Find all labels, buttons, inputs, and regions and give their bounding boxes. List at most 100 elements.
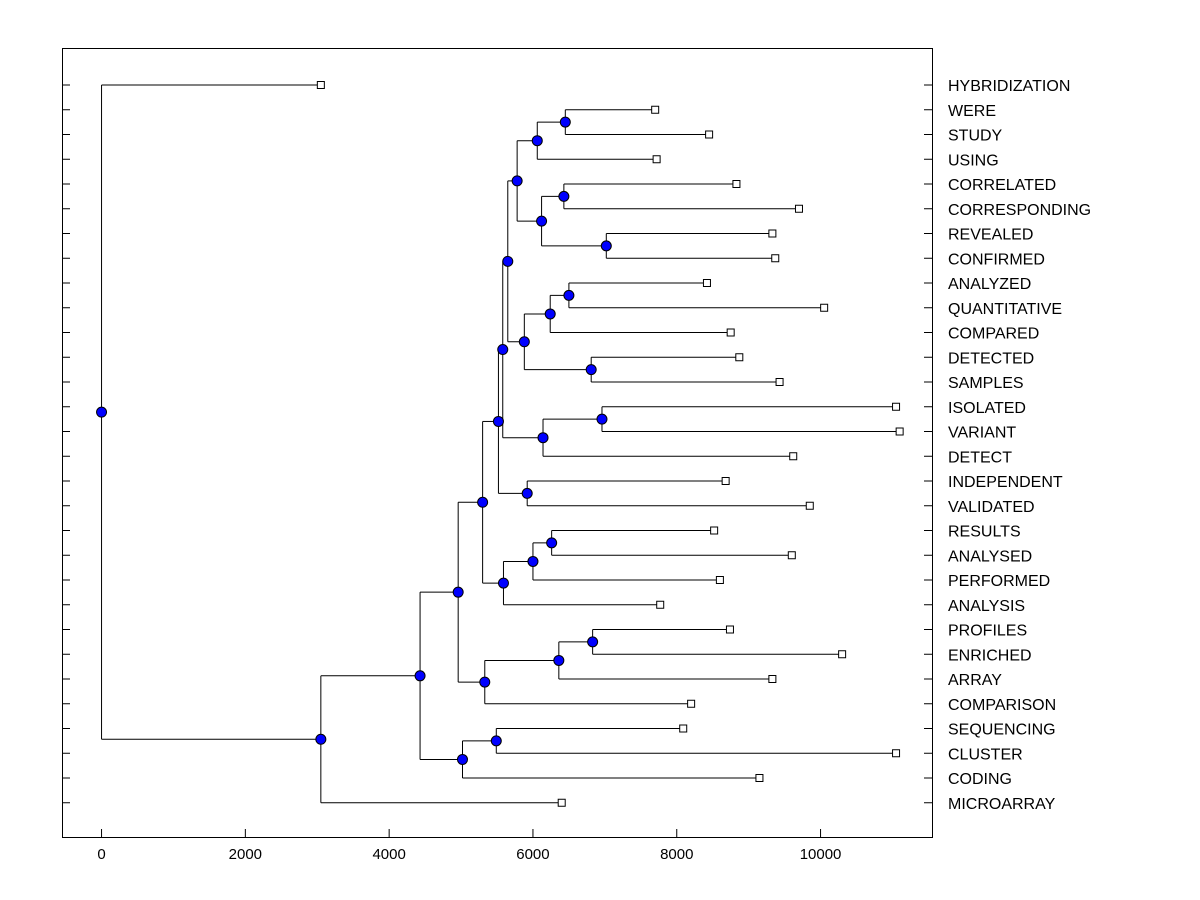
- leaf-label: CONFIRMED: [948, 251, 1045, 268]
- leaf-label: INDEPENDENT: [948, 474, 1063, 491]
- merge-node-root: [96, 406, 108, 418]
- merge-node-n9: [585, 364, 597, 376]
- leaf-label: WERE: [948, 103, 996, 120]
- merge-node-n17: [546, 537, 558, 549]
- merge-node-n26: [456, 753, 468, 765]
- leaf-label: ISOLATED: [948, 400, 1026, 417]
- leaf-marker-detected: [735, 353, 744, 362]
- leaf-marker-results: [710, 526, 719, 535]
- leaf-label: ANALYSIS: [948, 598, 1025, 615]
- leaf-label: ANALYSED: [948, 548, 1032, 565]
- leaf-label: VARIANT: [948, 425, 1016, 442]
- merge-node-n10: [518, 336, 530, 348]
- leaf-label: CLUSTER: [948, 746, 1023, 763]
- leaf-marker-correlated: [732, 180, 741, 188]
- merge-node-n12: [596, 413, 608, 425]
- x-tick-label: 2000: [229, 846, 262, 863]
- leaf-label: PERFORMED: [948, 573, 1050, 590]
- merge-node-n28: [315, 733, 327, 745]
- merge-node-n8: [544, 308, 556, 320]
- leaf-marker-performed: [715, 576, 724, 584]
- merge-node-n22: [553, 654, 565, 666]
- leaf-marker-cluster: [892, 749, 901, 758]
- leaf-marker-detect: [789, 452, 798, 461]
- leaf-marker-enriched: [838, 650, 847, 659]
- leaf-marker-revealed: [768, 229, 777, 238]
- leaf-marker-samples: [775, 378, 784, 386]
- merge-node-n3: [558, 190, 570, 202]
- merge-node-n11: [502, 255, 514, 267]
- merge-node-n19: [497, 577, 509, 589]
- x-tick-label: 4000: [372, 846, 405, 863]
- leaf-label: SAMPLES: [948, 375, 1024, 392]
- merge-node-n1: [559, 116, 571, 128]
- leaf-marker-variant: [895, 427, 904, 436]
- leaf-label: ARRAY: [948, 672, 1002, 689]
- leaf-marker-comparison: [687, 699, 696, 708]
- leaf-marker-coding: [755, 774, 764, 782]
- merge-node-n24: [452, 586, 464, 598]
- x-tick-label: 0: [97, 846, 105, 863]
- leaf-marker-analyzed: [702, 279, 711, 287]
- dendrogram-leaves: [316, 81, 904, 807]
- leaf-marker-study: [705, 130, 714, 139]
- leaf-label: COMPARED: [948, 326, 1039, 343]
- leaf-label: CODING: [948, 771, 1012, 788]
- merge-node-n14: [497, 344, 509, 356]
- x-tick-label: 10000: [800, 846, 842, 863]
- leaf-label: CORRESPONDING: [948, 202, 1091, 219]
- leaf-label: STUDY: [948, 128, 1003, 145]
- merge-node-n15: [521, 487, 533, 499]
- plot-frame: [62, 48, 933, 838]
- leaf-label: SEQUENCING: [948, 722, 1056, 739]
- leaf-label: VALIDATED: [948, 499, 1035, 516]
- leaf-label: CORRELATED: [948, 177, 1056, 194]
- merge-node-n18: [527, 555, 539, 567]
- leaf-label: MICROARRAY: [948, 796, 1056, 813]
- merge-node-n25: [490, 735, 502, 747]
- leaf-marker-corresponding: [794, 204, 803, 213]
- merge-node-n23: [479, 676, 491, 688]
- leaf-marker-confirmed: [771, 254, 780, 263]
- leaf-label: PROFILES: [948, 623, 1027, 640]
- leaf-marker-independent: [721, 477, 730, 485]
- leaf-label: COMPARISON: [948, 697, 1056, 714]
- leaf-marker-array: [768, 675, 777, 683]
- merge-node-n21: [587, 636, 599, 648]
- merge-node-n27: [414, 670, 426, 682]
- x-axis: 0 2000 4000 6000 8000 10000: [97, 829, 841, 863]
- merge-node-n7: [563, 289, 575, 301]
- merge-node-n5: [536, 215, 548, 227]
- leaf-marker-analysed: [787, 551, 796, 560]
- merge-node-n2: [531, 135, 543, 147]
- leaf-label: RESULTS: [948, 524, 1021, 541]
- merge-node-n13: [537, 432, 549, 444]
- y-ticks: [62, 84, 932, 804]
- leaf-label: DETECT: [948, 449, 1012, 466]
- x-tick-label: 8000: [660, 846, 693, 863]
- leaf-label: HYBRIDIZATION: [948, 78, 1070, 95]
- leaf-marker-microarray: [557, 798, 566, 807]
- merge-node-n4: [600, 240, 612, 252]
- dendrogram-links: [101, 84, 900, 804]
- merge-node-n6: [511, 175, 523, 187]
- leaf-label: USING: [948, 152, 999, 169]
- leaf-marker-isolated: [892, 402, 901, 411]
- leaf-label: REVEALED: [948, 227, 1033, 244]
- leaf-label: ANALYZED: [948, 276, 1031, 293]
- dendrogram-nodes: [96, 116, 612, 765]
- leaf-marker-analysis: [656, 600, 665, 609]
- leaf-marker-hybridization: [316, 81, 325, 89]
- merge-node-n16: [492, 415, 504, 427]
- leaf-marker-were: [651, 105, 660, 114]
- merge-node-n20: [477, 496, 489, 508]
- leaf-label: ENRICHED: [948, 647, 1032, 664]
- leaf-marker-sequencing: [679, 724, 688, 733]
- leaf-labels: HYBRIDIZATION WERE STUDY USING CORRELATED COR…: [948, 78, 1091, 813]
- leaf-label: QUANTITATIVE: [948, 301, 1062, 318]
- leaf-marker-profiles: [725, 625, 734, 634]
- x-tick-label: 6000: [516, 846, 549, 863]
- leaf-marker-compared: [726, 328, 735, 337]
- leaf-label: DETECTED: [948, 350, 1034, 367]
